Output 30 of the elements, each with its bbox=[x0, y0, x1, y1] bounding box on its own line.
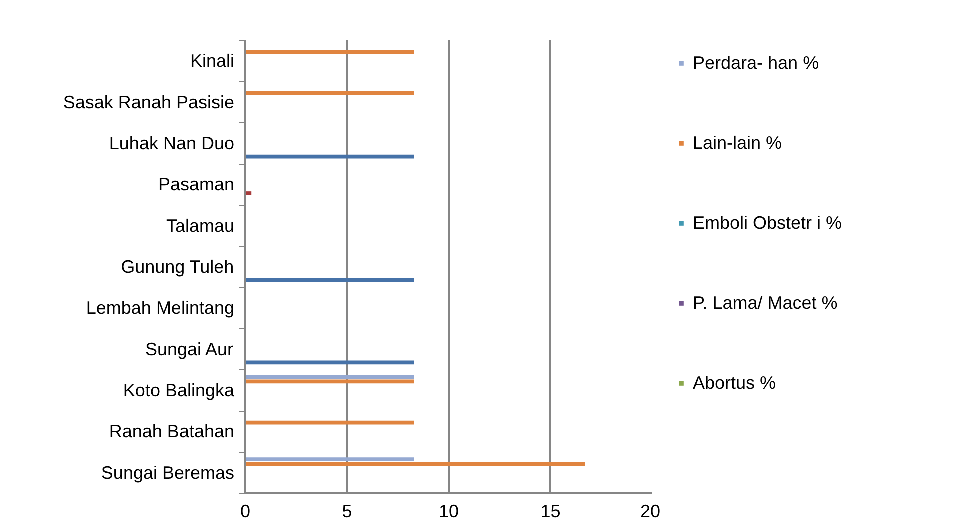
bar bbox=[246, 420, 414, 425]
legend-label: Lain-lain % bbox=[693, 132, 782, 154]
y-tick-label: Koto Balingka bbox=[123, 380, 236, 401]
y-tick-label: Sungai Beremas bbox=[101, 462, 235, 483]
bar bbox=[246, 380, 414, 384]
y-tick-label: Sungai Aur bbox=[145, 339, 234, 360]
legend-label: Emboli Obstetr i % bbox=[693, 212, 842, 234]
y-tick-label: Kinali bbox=[190, 51, 235, 72]
bar bbox=[246, 458, 414, 462]
x-tick-label: 20 bbox=[640, 502, 661, 522]
x-tick-label: 0 bbox=[240, 502, 251, 522]
legend-label: Perdara- han % bbox=[693, 52, 820, 74]
bar bbox=[246, 462, 586, 466]
legend-label: Abortus % bbox=[693, 372, 776, 394]
y-tick-label: Talamau bbox=[166, 216, 235, 236]
y-tick-label: Pasaman bbox=[158, 174, 235, 195]
bar bbox=[246, 154, 414, 159]
y-tick-label: Ranah Batahan bbox=[109, 422, 235, 442]
legend-label: P. Lama/ Macet % bbox=[693, 292, 838, 314]
bar bbox=[246, 278, 414, 282]
bar bbox=[246, 91, 414, 96]
y-tick-label: Luhak Nan Duo bbox=[109, 133, 235, 154]
x-tick-label: 10 bbox=[438, 502, 460, 522]
y-tick-label: Gunung Tuleh bbox=[121, 257, 234, 277]
y-tick-label: Sasak Ranah Pasisie bbox=[63, 92, 235, 112]
bar bbox=[246, 50, 414, 54]
bar bbox=[246, 375, 414, 380]
y-tick-label: Lembah Melintang bbox=[86, 298, 235, 318]
x-tick-label: 5 bbox=[342, 502, 352, 522]
x-tick-label: 15 bbox=[540, 502, 561, 522]
